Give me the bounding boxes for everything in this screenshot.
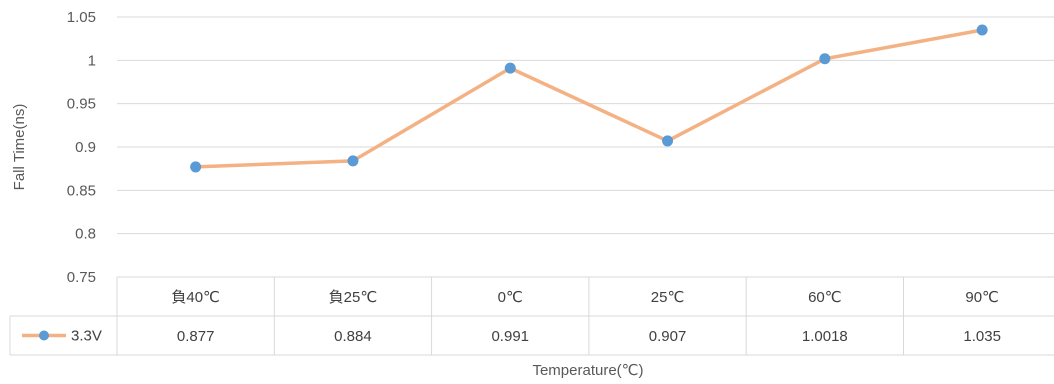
y-tick-label: 0.95	[67, 96, 96, 113]
y-tick-label: 0.75	[67, 269, 96, 286]
category-label: 負25℃	[329, 289, 378, 306]
data-value-label: 1.035	[963, 328, 1001, 345]
y-tick-label: 1	[88, 52, 96, 69]
category-label: 90℃	[965, 289, 999, 306]
data-point	[190, 161, 202, 173]
y-tick-label: 1.05	[67, 9, 96, 26]
legend-marker	[39, 330, 49, 341]
data-point	[347, 155, 359, 167]
category-label: 負40℃	[171, 289, 220, 306]
y-tick-labels: 0.75 0.8 0.85 0.9 0.95 1 1.05	[67, 9, 96, 286]
data-value-label: 0.884	[334, 328, 372, 345]
grid-lines	[117, 16, 1054, 278]
y-axis-title: Fall Time(ns)	[11, 104, 28, 191]
category-label: 0℃	[498, 289, 523, 306]
data-point	[504, 62, 516, 74]
x-axis-title: Temperature(℃)	[532, 362, 643, 379]
series-line	[193, 28, 984, 169]
series-3.3v	[190, 24, 988, 173]
data-point	[662, 135, 674, 147]
data-point	[819, 53, 831, 65]
y-tick-label: 0.85	[67, 182, 96, 199]
legend-label: 3.3V	[71, 328, 102, 345]
category-label: 60℃	[808, 289, 842, 306]
data-table: 負40℃ 0.877 負25℃ 0.884 0℃ 0.991 25℃ 0.907 60℃ 1.00…	[9, 276, 1054, 356]
y-tick-label: 0.8	[75, 226, 96, 243]
data-value-label: 0.991	[491, 328, 529, 345]
data-value-label: 0.877	[177, 328, 215, 345]
data-value-label: 0.907	[649, 328, 687, 345]
y-tick-label: 0.9	[75, 139, 96, 156]
category-label: 25℃	[651, 289, 685, 306]
data-value-label: 1.0018	[802, 328, 848, 345]
data-point	[976, 24, 988, 36]
